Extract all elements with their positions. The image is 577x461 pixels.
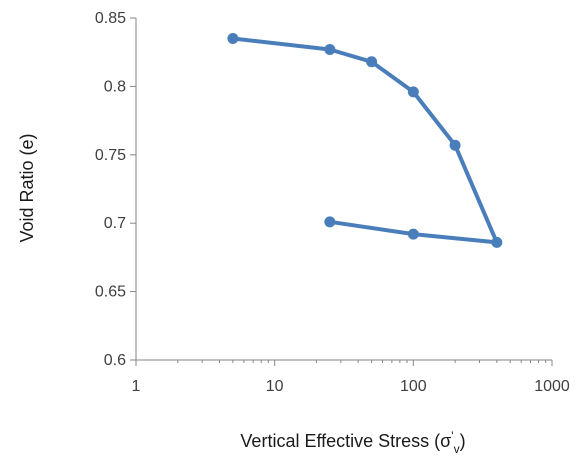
data-point: [227, 33, 239, 45]
x-ticks: 1 10 100 1000: [132, 360, 570, 395]
x-tick-label: 100: [400, 378, 427, 395]
y-tick-label: 0.7: [104, 215, 126, 232]
x-axis-title: Vertical Effective Stress (σ'v): [240, 429, 465, 456]
x-axis-title-sup: ': [451, 429, 453, 443]
data-point: [324, 216, 336, 228]
y-tick-label: 0.85: [95, 10, 126, 27]
x-tick-label: 10: [266, 378, 284, 395]
x-tick-label: 1: [132, 378, 141, 395]
series-line: [230, 36, 499, 245]
data-point: [366, 56, 378, 68]
x-axis-title-end: ): [460, 431, 466, 451]
y-tick-label: 0.8: [104, 78, 126, 95]
data-point: [407, 86, 419, 98]
y-tick-label: 0.6: [104, 352, 126, 369]
x-tick-label: 1000: [534, 378, 570, 395]
data-point: [491, 236, 503, 248]
x-axis-title-sub: v: [454, 442, 460, 456]
data-point: [449, 139, 461, 151]
y-tick-label: 0.75: [95, 147, 126, 164]
y-ticks: 0.6 0.65 0.7 0.75 0.8 0.85: [95, 10, 136, 369]
data-point: [324, 43, 336, 55]
x-axis-title-main: Vertical Effective Stress (σ: [240, 431, 451, 451]
plot-area: [227, 33, 503, 248]
axes: [135, 18, 552, 361]
y-tick-label: 0.65: [95, 284, 126, 301]
y-axis-title: Void Ratio (e): [17, 133, 37, 242]
data-point: [407, 228, 419, 240]
